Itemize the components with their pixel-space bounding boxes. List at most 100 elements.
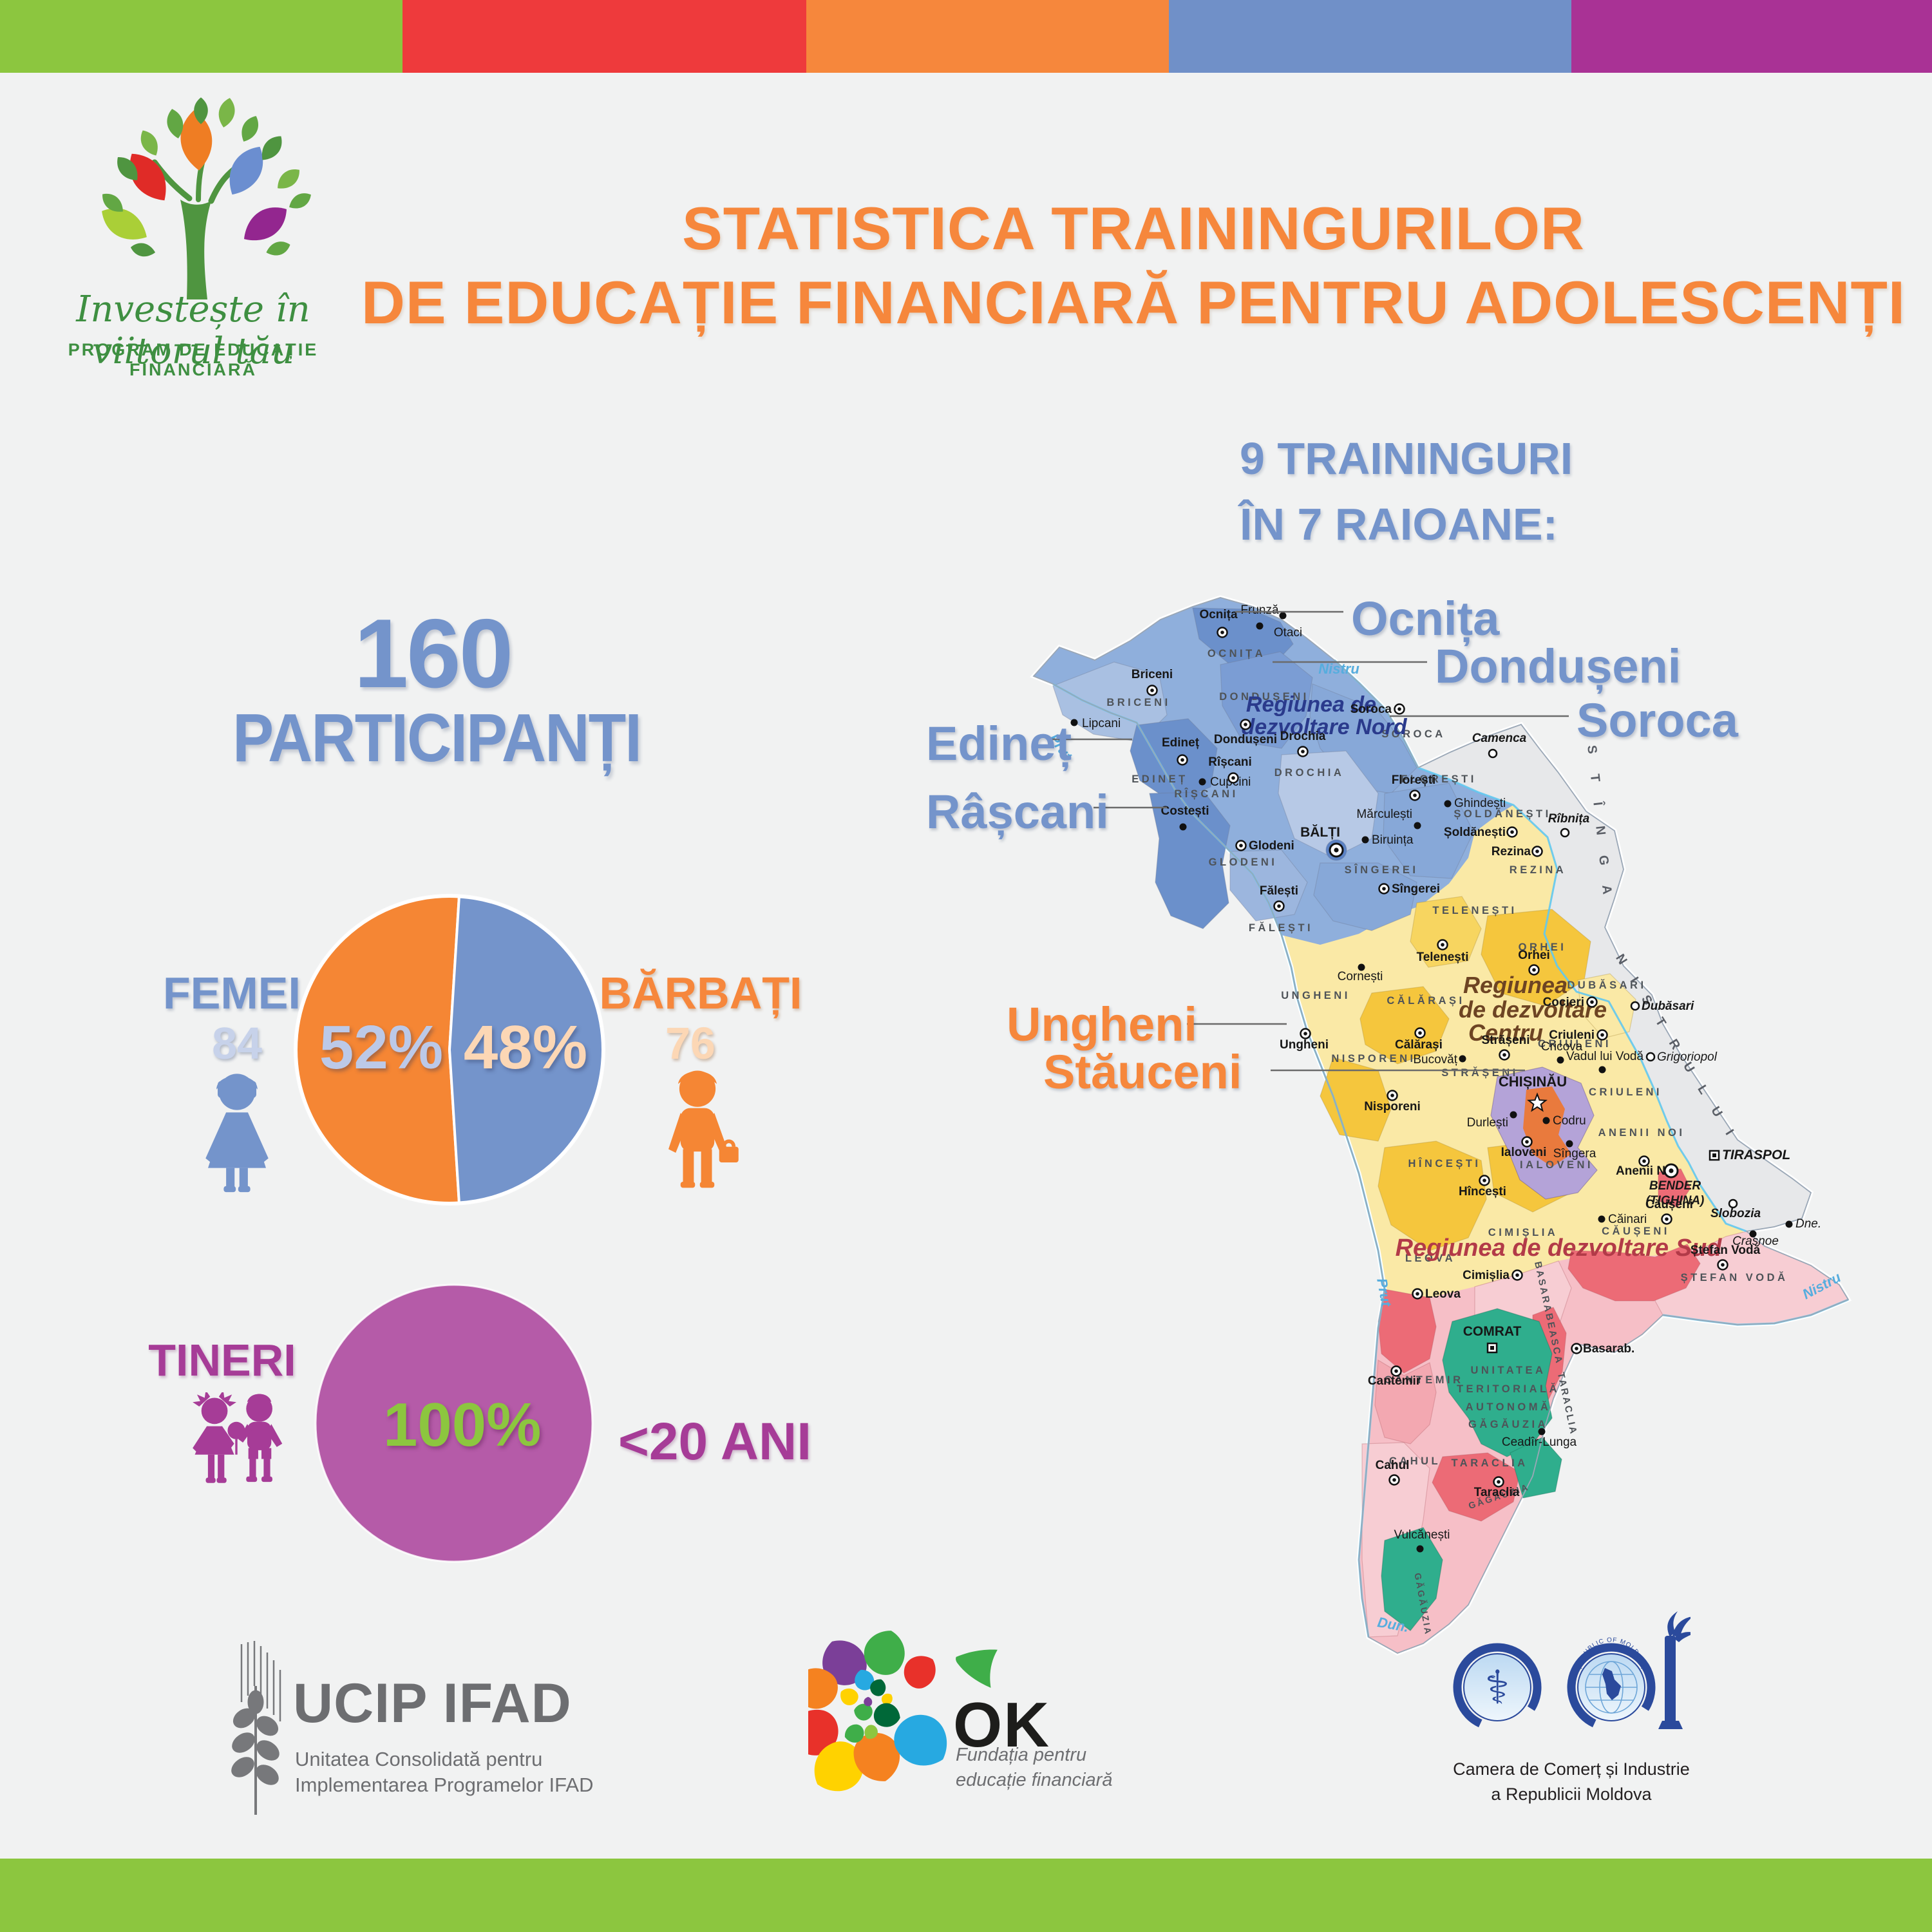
women-count: 84 (212, 1018, 262, 1068)
map-city-marker (1538, 1428, 1546, 1435)
map-city-label: Basarab. (1583, 1342, 1634, 1356)
map-city-marker-core (1497, 1480, 1501, 1484)
map-city-label: Durlești (1467, 1116, 1508, 1130)
map-city-marker-core (1721, 1263, 1725, 1267)
map-region-label: dezvoltare Nord (1242, 715, 1408, 739)
tree-leaf-icon (218, 98, 235, 128)
map-city-marker (1598, 1066, 1606, 1074)
map-city-marker-core (1239, 844, 1243, 848)
map-district-label: DUBĂSARI (1567, 979, 1646, 991)
tree-leaf-icon (229, 146, 263, 195)
girl-icon (205, 1074, 269, 1193)
map-city-label: Ghindești (1454, 797, 1506, 810)
map-city-label: Lipcani (1082, 717, 1121, 730)
map-city-label: Nisporeni (1364, 1100, 1421, 1113)
map-heading: 9 TRAININGURI ÎN 7 RAIOANE: (1240, 426, 1573, 557)
map-city-marker (1785, 1220, 1793, 1228)
youth-circle-chart (314, 1283, 594, 1563)
map-city-label: Strășeni (1482, 1034, 1530, 1047)
map-city-label: Glodeni (1249, 839, 1294, 853)
map-district-label: CĂUȘENI (1602, 1225, 1670, 1237)
map-city-label: Costești (1161, 804, 1209, 818)
brand-caps-line: PROGRAM DE EDUCAȚIE FINANCIARĂ (68, 340, 319, 379)
map-city-marker-core (1392, 1478, 1396, 1482)
map-region-label: Regiunea (1463, 972, 1567, 998)
map-district-label: TERITORIALĂ (1457, 1383, 1560, 1395)
map-district-label: LEOVA (1405, 1253, 1455, 1264)
map-city-marker (1557, 1056, 1564, 1064)
map-district-label: ORHEI (1519, 942, 1567, 953)
map-district-label: CIMIȘLIA (1488, 1227, 1558, 1238)
map-district-label: BRICENI (1106, 697, 1170, 708)
ok-petal-icon (864, 1697, 873, 1707)
map-district-label: CRIULENI (1538, 1038, 1611, 1050)
map-city-label: Ungheni (1280, 1038, 1329, 1052)
tree-leaf-icon (278, 169, 299, 189)
ok-petal-icon (844, 1724, 864, 1743)
men-label: BĂRBAȚI (599, 968, 802, 1018)
map-city-label: Dubăsari (1642, 999, 1694, 1013)
callout-label-ocnita: Ocnița (1351, 592, 1500, 645)
map-district-label: SÎNGEREI (1345, 864, 1419, 876)
map-region-label: Centru (1468, 1019, 1543, 1046)
callout-label-soroca: Soroca (1577, 694, 1738, 747)
svg-text:⚕: ⚕ (1485, 1662, 1510, 1714)
tree-leaf-icon (167, 109, 184, 138)
map-city-label: Hîncești (1459, 1185, 1506, 1198)
map-city-marker-core (1416, 1292, 1419, 1296)
map-city-label: Rîșcani (1208, 755, 1252, 769)
cci-line1: Camera de Comerț și Industrie (1453, 1759, 1690, 1779)
tree-leaf-icon (243, 207, 287, 241)
map-city-label: Drochia (1280, 730, 1326, 743)
bottom-green-bar (0, 1859, 1932, 1932)
map-district-label: GLODENI (1209, 857, 1278, 868)
top-bar-segment-2 (806, 0, 1169, 73)
wheat-icon (231, 1641, 281, 1815)
map-city-marker-core (1390, 1094, 1394, 1097)
ok-petal-icon (853, 1732, 900, 1781)
map-city-marker-core (1535, 849, 1539, 853)
map-district-label: REZINA (1510, 864, 1566, 876)
callout-label-edinet: Edineț (926, 717, 1072, 770)
map-city-label: Edineț (1162, 736, 1200, 750)
map-city-marker-core (1418, 1031, 1422, 1035)
map-city-marker-core (1482, 1179, 1486, 1182)
map-city-marker-core (1441, 943, 1444, 947)
callout-label-ungheni: Ungheni (1007, 998, 1197, 1051)
map-city-label: COMRAT (1463, 1324, 1522, 1339)
map-city-label: Slobozia (1710, 1207, 1761, 1220)
map-city-label: Soroca (1350, 703, 1392, 716)
region-transnistria-gray (1418, 724, 1811, 1231)
ok-petal-icon (854, 1703, 873, 1721)
ok-petal-icon (882, 1693, 893, 1705)
map-city-label: Rîbnița (1548, 812, 1590, 826)
map-district-label: IALOVENI (1520, 1159, 1593, 1171)
map-city-label: Bucovăț (1413, 1053, 1457, 1066)
ok-petal-icon (864, 1631, 905, 1675)
map-district-label: CĂLĂRAȘI (1387, 994, 1464, 1007)
ok-tagline1: Fundația pentru (956, 1745, 1087, 1765)
kids-icon (193, 1392, 283, 1483)
map-city-label: Rezina (1492, 845, 1531, 858)
map-city-label: Călărași (1395, 1038, 1443, 1052)
map-city-marker (1510, 1111, 1517, 1119)
map-city-marker-core (1590, 1000, 1594, 1004)
map-city-label: Cocieri (1543, 996, 1584, 1009)
youth-label: TINERI (148, 1335, 296, 1385)
map-district-label: UNGHENI (1281, 990, 1350, 1001)
map-city-label: Sîngerei (1392, 882, 1440, 896)
top-bar-segment-1 (402, 0, 806, 73)
map-district-label: CRIULENI (1589, 1086, 1662, 1098)
map-city-marker (1459, 1055, 1466, 1063)
callout-label-rascani: Râșcani (926, 785, 1109, 838)
tree-leaf-icon (242, 116, 259, 142)
map-city-label: Cantemir (1368, 1374, 1421, 1388)
map-city-label: BENDER (1649, 1179, 1701, 1193)
map-city-marker-core (1712, 1153, 1716, 1157)
map-city-marker (1198, 778, 1206, 786)
map-district-label: TELENEȘTI (1432, 905, 1517, 916)
map-city-marker-core (1525, 1140, 1529, 1144)
map-district-label: HÎNCEȘTI (1408, 1157, 1481, 1170)
map-city-label: Șoldănești (1444, 826, 1506, 839)
map-city-label: Criuleni (1549, 1028, 1595, 1042)
